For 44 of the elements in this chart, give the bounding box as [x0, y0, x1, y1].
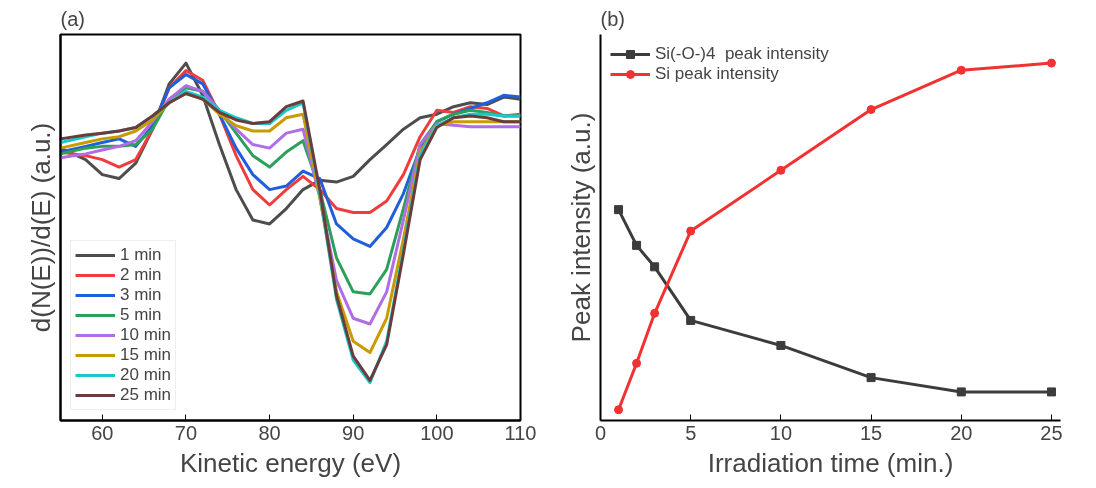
- legend-label: 5 min: [120, 305, 162, 325]
- point: [956, 65, 966, 75]
- legend-label: 10 min: [120, 325, 172, 345]
- legend-label: 3 min: [120, 285, 162, 305]
- x-tick-label: 80: [258, 421, 281, 444]
- y-axis-title: d(N(E))/d(E) (a.u.): [25, 122, 56, 333]
- point: [1046, 387, 1056, 397]
- point: [632, 240, 642, 250]
- point: [650, 262, 660, 272]
- legend-label: Si(-O-)4 peak intensity: [655, 44, 829, 64]
- x-axis-title: Kinetic energy (eV): [179, 447, 402, 478]
- point: [1046, 58, 1056, 68]
- point: [650, 308, 660, 318]
- legend-label: 20 min: [120, 365, 172, 385]
- x-tick-label: 70: [174, 421, 198, 444]
- x-tick-label: 60: [91, 421, 114, 444]
- point: [614, 205, 624, 215]
- point: [632, 358, 642, 368]
- legend-label: 2 min: [120, 265, 162, 285]
- x-tick-label: 25: [1040, 421, 1063, 444]
- x-tick-label: 0: [594, 421, 607, 444]
- x-tick-label: 5: [685, 421, 697, 444]
- x-tick-label: 90: [342, 421, 365, 444]
- point: [956, 387, 966, 397]
- x-tick-label: 110: [504, 421, 537, 444]
- x-tick-label: 100: [420, 421, 454, 444]
- legend-label: 15 min: [120, 345, 172, 365]
- point: [686, 226, 696, 236]
- legend-label: 1 min: [120, 245, 162, 265]
- chart-title: (a): [60, 7, 85, 30]
- point: [866, 373, 876, 383]
- y-axis-title: Peak intensity (a.u.): [565, 112, 596, 343]
- x-tick-label: 15: [859, 421, 883, 444]
- x-axis-title: Irradiation time (min.): [707, 447, 954, 478]
- x-tick-label: 10: [769, 421, 793, 444]
- legend-label: 25 min: [120, 385, 172, 405]
- point: [776, 340, 786, 350]
- point: [866, 105, 876, 115]
- legend-label: Si peak intensity: [655, 64, 779, 84]
- point: [686, 315, 696, 325]
- chart-title: (b): [600, 7, 625, 30]
- x-tick-label: 20: [950, 421, 973, 444]
- point: [614, 405, 624, 415]
- point: [776, 165, 786, 175]
